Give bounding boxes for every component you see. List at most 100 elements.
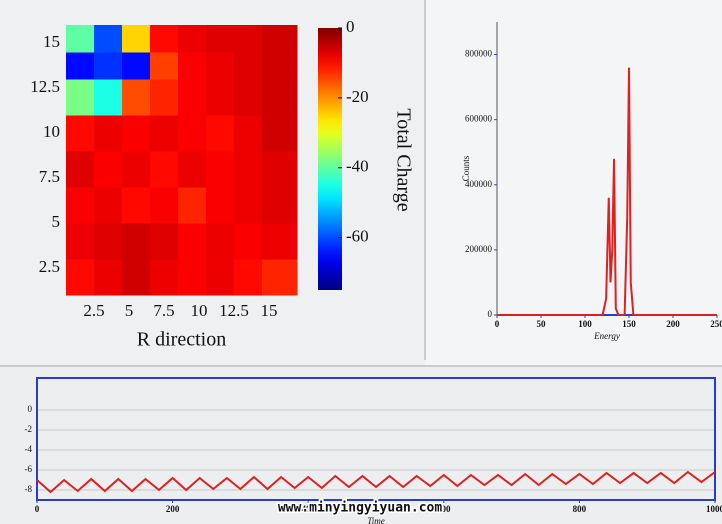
- heat-cell: [206, 187, 235, 224]
- heat-cell: [150, 52, 179, 80]
- y-tick-label: 15: [43, 32, 60, 51]
- y-tick-label: 7.5: [39, 167, 60, 186]
- data-line: [497, 67, 717, 316]
- x-tick-label: 200: [166, 504, 180, 514]
- heat-cell: [66, 187, 95, 224]
- heat-cell: [66, 151, 95, 188]
- heat-cell: [150, 259, 179, 296]
- heat-cell: [122, 52, 151, 80]
- colorbar-tick-label: -40: [346, 157, 369, 176]
- y-tick-label: 10: [43, 122, 60, 141]
- y-tick-label: -4: [25, 444, 33, 454]
- x-tick-label: 800: [573, 504, 587, 514]
- x-tick-label: 15: [261, 301, 278, 320]
- y-tick-label: 0: [28, 404, 33, 414]
- heat-cell: [262, 115, 298, 152]
- x-tick-label: 100: [578, 319, 592, 329]
- spectrum-chart: 0 200000 400000 600000 800000 0 50 100 150 200 250…: [461, 22, 722, 341]
- x-axis-label: Time: [367, 516, 385, 524]
- x-tick-label: 12.5: [219, 301, 249, 320]
- heat-cell: [94, 223, 123, 260]
- heat-cell: [178, 52, 207, 80]
- y-tick-label: -6: [25, 464, 33, 474]
- y-tick-label: 5: [52, 212, 61, 231]
- heat-cell: [94, 259, 123, 296]
- x-tick-label: 250: [710, 319, 722, 329]
- heat-cell: [178, 25, 207, 53]
- heat-cell: [94, 151, 123, 188]
- heat-cell: [206, 259, 235, 296]
- heat-cell: [262, 25, 298, 53]
- heat-cell: [206, 151, 235, 188]
- heat-cell: [94, 52, 123, 80]
- heat-cell: [150, 187, 179, 224]
- x-tick-label: 0: [35, 504, 40, 514]
- y-tick-label: 400000: [465, 179, 493, 189]
- y-tick-label: 200000: [465, 244, 493, 254]
- heat-cell: [234, 223, 263, 260]
- x-tick-label: 600: [437, 504, 451, 514]
- heat-cell: [206, 25, 235, 53]
- heat-cell: [262, 79, 298, 116]
- x-tick-label: 1000: [706, 504, 722, 514]
- heat-cell: [234, 115, 263, 152]
- y-tick-label: 12.5: [30, 77, 60, 96]
- heat-cell: [234, 187, 263, 224]
- heat-cell: [150, 115, 179, 152]
- watermark: www.minyingyiyuan.com: [278, 501, 443, 516]
- heat-cell: [122, 25, 151, 53]
- heat-cell: [206, 52, 235, 80]
- heatmap-chart: 2.5 5 7.5 10 12.5 15 2.5 5 7.5 10 12.5 15 R directio…: [30, 17, 414, 351]
- heat-cell: [150, 25, 179, 53]
- x-tick-label: 0: [495, 319, 500, 329]
- heat-cell: [178, 259, 207, 296]
- heat-cell: [94, 79, 123, 116]
- y-tick-label: -2: [25, 424, 33, 434]
- heat-cell: [122, 115, 151, 152]
- heat-cell: [66, 223, 95, 260]
- heat-cell: [234, 151, 263, 188]
- data-line: [36, 470, 716, 494]
- colorbar: [318, 28, 342, 290]
- y-tick-label: 600000: [465, 114, 493, 124]
- heat-cell: [150, 79, 179, 116]
- x-axis-label: R direction: [137, 329, 226, 351]
- x-axis-label: Energy: [593, 331, 620, 341]
- heat-cell: [150, 151, 179, 188]
- panel: [0, 365, 722, 524]
- heat-cell: [66, 79, 95, 116]
- heat-cell: [94, 115, 123, 152]
- colorbar-tick-label: 0: [346, 17, 355, 36]
- y-tick-label: 0: [488, 309, 493, 319]
- heat-cell: [178, 79, 207, 116]
- heat-cell: [122, 79, 151, 116]
- colorbar-tick-label: -20: [346, 87, 369, 106]
- x-tick-label: 200: [666, 319, 680, 329]
- x-tick-label: 10: [191, 301, 208, 320]
- heat-cell: [178, 187, 207, 224]
- panel: [425, 0, 722, 365]
- heat-cell: [178, 223, 207, 260]
- x-tick-label: 400: [301, 504, 315, 514]
- heat-cell: [234, 25, 263, 53]
- heat-cell: [206, 115, 235, 152]
- x-tick-label: 150: [622, 319, 636, 329]
- x-tick-label: 7.5: [153, 301, 174, 320]
- heat-cell: [206, 223, 235, 260]
- heat-cell: [178, 115, 207, 152]
- y-tick-label: 800000: [465, 49, 493, 59]
- heat-cell: [94, 187, 123, 224]
- heat-cell: [122, 223, 151, 260]
- heat-cell: [94, 25, 123, 53]
- y-tick-label: -8: [25, 484, 33, 494]
- heat-cell: [66, 259, 95, 296]
- heat-cell: [66, 52, 95, 80]
- heat-cell: [262, 259, 298, 296]
- heat-cell: [150, 223, 179, 260]
- heat-cell: [206, 79, 235, 116]
- heat-cell: [122, 151, 151, 188]
- heat-cell: [122, 187, 151, 224]
- y-axis-label: Counts: [461, 155, 471, 181]
